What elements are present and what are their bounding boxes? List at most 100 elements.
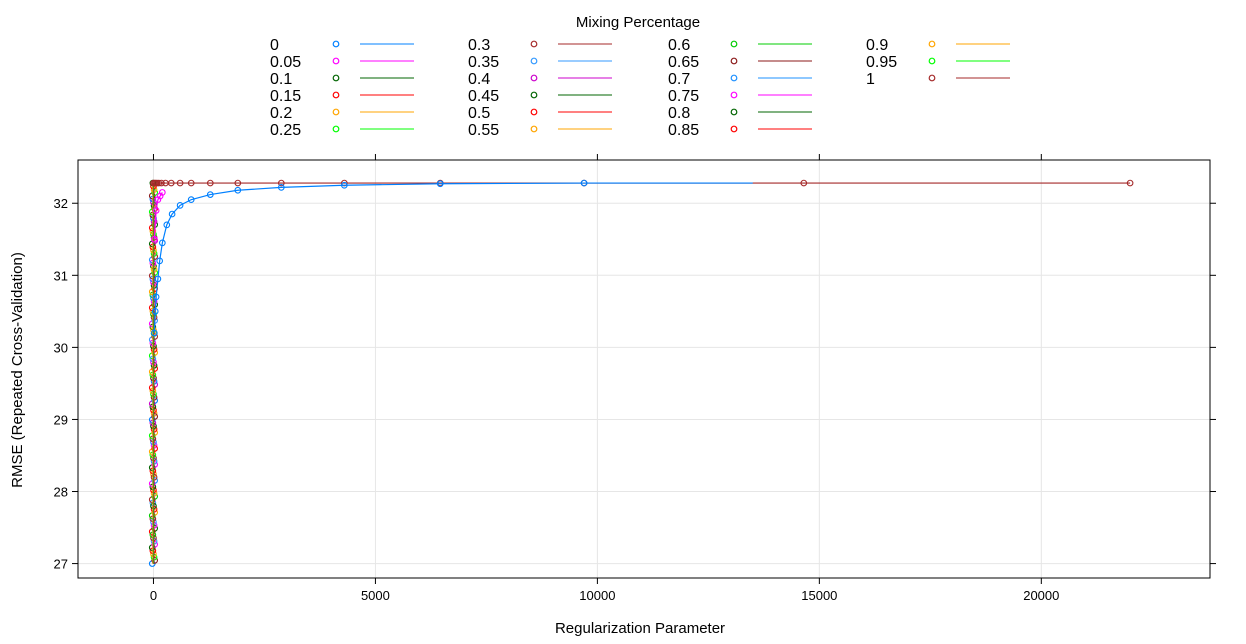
data-point [277,179,285,187]
data-point [206,191,214,198]
data-point [155,179,163,187]
data-point [234,179,242,187]
legend-marker [730,108,738,116]
legend-marker [730,74,738,82]
data-point [151,477,159,484]
data-point [800,179,808,187]
data-point [151,333,159,340]
x-tick-label: 10000 [579,588,615,603]
plot-frame [77,159,1211,579]
x-tick-label: 0 [150,588,157,603]
legend-label: 0.35 [468,54,499,71]
legend-item: 0.45 [468,88,612,105]
data-point [187,179,195,187]
legend-label: 0.15 [270,88,301,105]
legend-marker [730,57,738,65]
data-point [176,179,184,187]
legend-label: 0.25 [270,122,301,139]
y-tick-label: 27 [54,557,68,572]
legend-marker [332,108,340,116]
data-point [151,413,159,420]
data-point [152,293,160,301]
y-tick-label: 28 [54,485,68,500]
legend-label: 0.8 [668,105,690,122]
legend-item: 0.6 [668,37,812,54]
legend-label: 0.65 [668,54,699,71]
legend-label: 0.95 [866,54,897,71]
data-point [341,181,348,189]
legend-label: 1 [866,71,875,88]
data-point [163,221,171,229]
y-tick-label: 31 [54,268,68,283]
legend-marker [332,125,340,133]
data-point [341,179,348,187]
legend-label: 0.05 [270,54,301,71]
data-point [158,179,165,187]
legend-label: 0.4 [468,71,490,88]
data-point [158,189,166,196]
data-point [148,208,156,216]
data-point [176,202,184,209]
data-point [151,461,159,468]
data-point [151,525,159,532]
legend-marker [928,57,936,65]
data-point [167,179,175,187]
legend-marker [530,40,538,48]
data-point [156,257,164,265]
data-point [168,210,176,218]
legend-label: 0.2 [270,105,292,122]
legend-marker [332,57,340,65]
data-point [151,445,159,452]
data-point [151,557,159,564]
legend-marker [928,40,936,48]
data-point [151,269,159,276]
legend-item: 0.8 [668,105,812,122]
data-point [152,207,160,214]
legend-label: 0.9 [866,37,888,54]
data-point [151,365,159,372]
legend-item: 1 [866,71,1010,88]
data-point [151,429,159,436]
data-point [151,349,159,356]
data-point [580,179,588,187]
legend-item: 0.7 [668,71,812,88]
legend-item: 0.85 [668,122,812,139]
data-point [151,189,159,197]
legend-label: 0.3 [468,37,490,54]
x-tick-label: 15000 [801,588,837,603]
data-point [151,541,159,548]
x-axis-label: Regularization Parameter [555,620,725,637]
legend-item: 0.55 [468,122,612,139]
legend-marker [332,74,340,82]
legend-item: 0.5 [468,105,612,122]
legend-item: 0.3 [468,37,612,54]
y-tick-label: 29 [54,412,68,427]
legend-item: 0 [270,37,414,54]
legend-marker [332,91,340,99]
data-point [436,180,444,188]
data-point [151,329,158,337]
data-point [151,307,159,315]
legend-marker [730,40,738,48]
x-tick-label: 20000 [1023,588,1059,603]
legend-item: 0.15 [270,88,414,105]
data-point [151,235,158,243]
legend-item: 0.75 [668,88,812,105]
y-tick-label: 30 [54,340,68,355]
data-point [206,179,214,187]
series-line [153,182,753,333]
legend-marker [530,57,538,65]
legend-item: 0.4 [468,71,612,88]
plot-area: 0 5000 10000 15000 20000 27 28 29 30 31 32 [54,154,1216,603]
legend-marker [332,40,340,48]
legend-marker [730,125,738,133]
data-point [154,275,162,283]
y-axis-label: RMSE (Repeated Cross-Validation) [9,252,26,488]
data-point [151,493,159,500]
data-point [187,196,195,203]
legend-item: 0.65 [668,54,812,71]
legend-item: 0.2 [270,105,414,122]
data-point [1126,179,1134,187]
legend-label: 0.55 [468,122,499,139]
